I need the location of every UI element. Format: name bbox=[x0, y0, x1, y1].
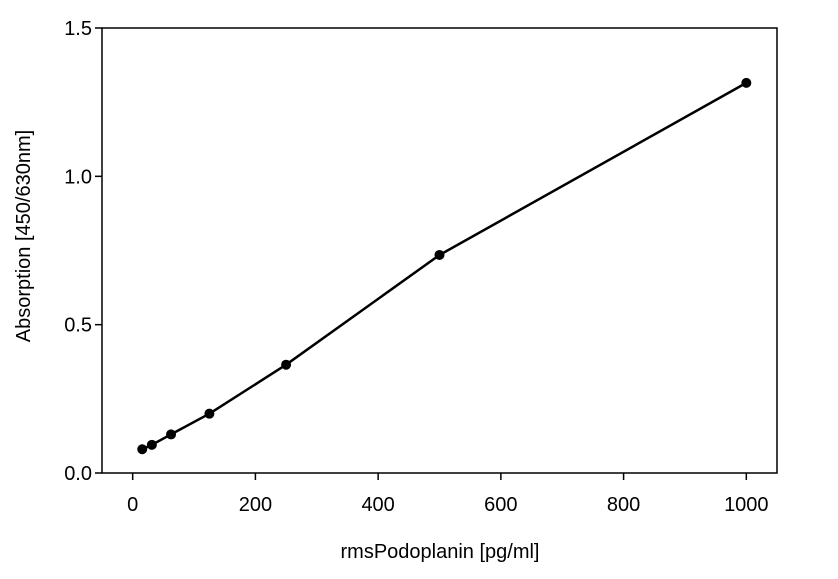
y-tick-label: 1.0 bbox=[64, 166, 92, 188]
x-axis: 0 200 400 600 800 1000 bbox=[127, 473, 769, 516]
x-tick-label: 200 bbox=[239, 494, 272, 516]
data-point bbox=[166, 429, 177, 440]
x-axis-title: rmsPodoplanin [pg/ml] bbox=[341, 541, 540, 563]
y-tick-label: 1.5 bbox=[64, 18, 92, 40]
series-line bbox=[141, 81, 747, 451]
y-tick-label: 0.5 bbox=[64, 315, 92, 337]
data-point bbox=[146, 439, 157, 450]
data-point bbox=[741, 77, 752, 88]
data-point bbox=[204, 408, 215, 419]
y-axis-title: Absorption [450/630nm] bbox=[13, 130, 35, 342]
data-series bbox=[137, 77, 752, 455]
x-tick-label: 0 bbox=[127, 494, 138, 516]
x-tick-label: 800 bbox=[607, 494, 640, 516]
plot-frame bbox=[101, 27, 778, 474]
y-axis: 0.0 0.5 1.0 1.5 bbox=[64, 18, 102, 485]
data-point bbox=[281, 359, 292, 370]
x-tick-label: 400 bbox=[361, 494, 394, 516]
x-tick-label: 600 bbox=[484, 494, 517, 516]
x-tick-label: 1000 bbox=[724, 494, 769, 516]
data-point bbox=[137, 444, 148, 455]
y-tick-label: 0.0 bbox=[64, 463, 92, 485]
data-point bbox=[434, 249, 445, 260]
